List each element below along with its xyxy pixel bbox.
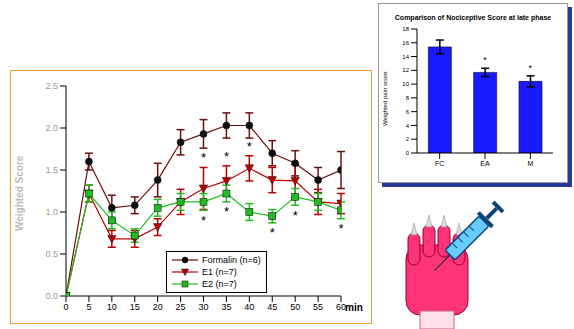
- svg-text:12: 12: [402, 67, 409, 73]
- svg-text:15: 15: [130, 302, 140, 312]
- svg-text:1.5: 1.5: [45, 165, 58, 175]
- html-text:E2 (n=7): E2 (n=7): [202, 279, 237, 289]
- svg-text:14: 14: [402, 54, 409, 60]
- svg-text:30: 30: [198, 302, 208, 312]
- svg-text:10: 10: [107, 302, 117, 312]
- svg-text:*: *: [270, 225, 275, 240]
- svg-text:55: 55: [313, 302, 323, 312]
- svg-text:*: *: [338, 221, 343, 236]
- html-text:Formalin (n=6): Formalin (n=6): [202, 255, 261, 265]
- svg-text:60: 60: [336, 302, 346, 313]
- svg-text:*: *: [201, 150, 206, 165]
- svg-text:45: 45: [267, 302, 277, 312]
- svg-text:0.0: 0.0: [45, 291, 58, 301]
- svg-text:*: *: [201, 213, 206, 228]
- svg-text:*: *: [224, 149, 229, 164]
- svg-text:5: 5: [86, 302, 91, 312]
- svg-text:0: 0: [63, 302, 68, 312]
- svg-text:*: *: [224, 204, 229, 219]
- svg-text:18: 18: [402, 26, 409, 32]
- svg-text:FC: FC: [435, 160, 444, 167]
- svg-text:40: 40: [244, 302, 254, 312]
- svg-text:6: 6: [406, 109, 410, 115]
- svg-text:EA: EA: [480, 160, 490, 167]
- svg-text:20: 20: [153, 302, 163, 312]
- html-text:E1 (n=7): E1 (n=7): [202, 267, 237, 277]
- html-text:Comparison of Nociceptive Scor: Comparison of Nociceptive Score at late …: [394, 14, 552, 21]
- svg-text:25: 25: [176, 302, 186, 312]
- svg-text:16: 16: [402, 40, 409, 46]
- svg-text:0.5: 0.5: [45, 249, 58, 259]
- svg-text:M: M: [527, 160, 533, 167]
- svg-text:Weighted Score: Weighted Score: [14, 155, 25, 231]
- svg-text:4: 4: [406, 123, 410, 129]
- svg-text:10: 10: [402, 81, 409, 87]
- svg-text:*: *: [293, 208, 298, 223]
- svg-text:Weighted pain score: Weighted pain score: [382, 71, 388, 126]
- svg-text:8: 8: [406, 95, 410, 101]
- svg-text:2: 2: [406, 136, 410, 142]
- svg-text:*: *: [529, 63, 533, 73]
- svg-text:1.0: 1.0: [45, 207, 58, 217]
- svg-text:*: *: [483, 55, 487, 65]
- svg-text:2.0: 2.0: [45, 123, 58, 133]
- svg-text:0: 0: [406, 150, 410, 156]
- svg-text:35: 35: [221, 302, 231, 312]
- svg-text:*: *: [247, 139, 252, 154]
- svg-text:min: min: [345, 302, 363, 313]
- svg-text:50: 50: [290, 302, 300, 312]
- svg-text:2.5: 2.5: [45, 81, 58, 91]
